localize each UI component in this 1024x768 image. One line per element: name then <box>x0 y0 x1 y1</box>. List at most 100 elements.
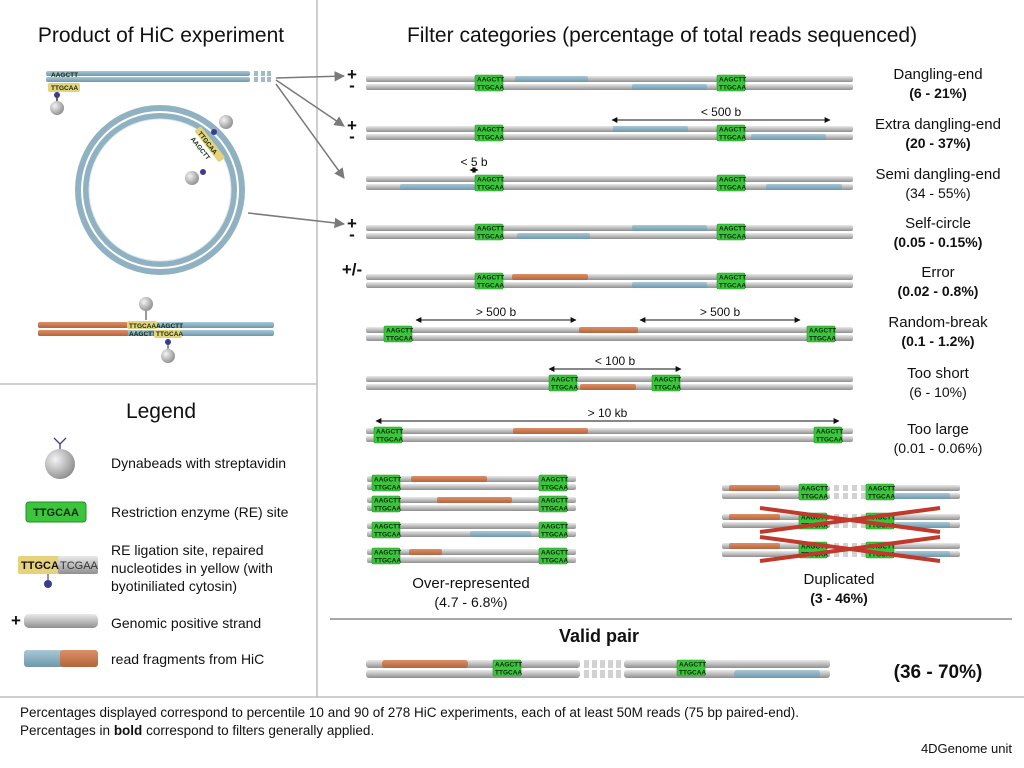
re-site-top-label: AAGCTT <box>374 524 401 531</box>
distance-label: < 5 b <box>460 155 487 169</box>
gap-dash <box>592 660 597 668</box>
re-site-top-label: AAGCTT <box>654 377 681 384</box>
bead-icon <box>185 171 199 185</box>
re-site-icon <box>538 474 568 492</box>
strand-icon <box>24 614 98 628</box>
re-site-top-label: AAGCTT <box>801 544 828 551</box>
category-name: Semi dangling-end <box>875 166 1000 183</box>
re-site-icon <box>813 426 843 444</box>
category-name: Too short <box>907 365 970 382</box>
re-site-icon <box>474 272 504 290</box>
legend-title: Legend <box>126 400 196 423</box>
re-site-bottom-label: TTGCAA <box>374 558 401 565</box>
category-percentage: (0.1 - 1.2%) <box>901 333 974 349</box>
category-percentage: (6 - 21%) <box>909 85 967 101</box>
re-site-icon <box>371 547 401 565</box>
re-site-top-label: AAGCTT <box>541 477 568 484</box>
legend: Dynabeads with streptavidin TTGCAA Restr… <box>11 437 289 667</box>
strand-top <box>366 274 853 280</box>
gap-dash <box>843 485 848 491</box>
over-represented-block: AAGCTTTTGCAAAAGCTTTTGCAAAAGCTTTTGCAAAAGC… <box>367 474 576 610</box>
re-site-top-label: AAGCTT <box>801 486 828 493</box>
gap-dash <box>843 543 848 549</box>
strand-sign-label: +/- <box>342 260 362 279</box>
read-fragment-blue <box>632 84 707 90</box>
re-site-icon <box>548 374 578 392</box>
strand-top <box>366 225 853 231</box>
read-fragment-blue <box>515 76 588 82</box>
strand-top <box>880 485 960 491</box>
over-represented-percentage: (4.7 - 6.8%) <box>434 594 507 610</box>
legend-ligation-line3: byotiniliated cytosin) <box>111 578 237 594</box>
gap-dash <box>852 551 857 557</box>
category-percentage: (0.02 - 0.8%) <box>898 283 979 299</box>
re-site-top-label: AAGCTT <box>374 550 401 557</box>
gap-dash <box>834 522 839 528</box>
gap-dash <box>616 670 621 678</box>
duplicated-name: Duplicated <box>804 571 875 588</box>
re-site-icon <box>676 659 706 677</box>
re-site-bottom-label: TTGCAA <box>801 494 828 501</box>
gap-dash <box>852 543 857 549</box>
re-site-top-label: AAGCTT <box>868 486 895 493</box>
read-fragment-blue <box>751 134 826 140</box>
re-site-bottom-label: TTGCAA <box>868 494 895 501</box>
category-name: Dangling-end <box>893 66 982 83</box>
re-site-top-label: AAGCTT <box>541 550 568 557</box>
legend-fragments-text: read fragments from HiC <box>111 651 264 667</box>
re-site-icon <box>798 483 828 501</box>
read-fragment-orange <box>382 660 468 668</box>
legend-ligation-gray-label: TCGAA <box>60 560 99 572</box>
footer-credit: 4DGenome unit <box>921 741 1012 756</box>
strand-top <box>366 176 853 182</box>
re-site-bottom-label: TTGCAA <box>719 135 746 142</box>
re-site-bottom-label: TTGCAA <box>809 336 836 343</box>
hic-linear-product: AAGCTT TTGCAA <box>46 71 271 115</box>
re-site-top-label: AAGCTT <box>816 429 843 436</box>
valid-pair-name: Valid pair <box>559 626 639 646</box>
read-fragment-orange <box>512 274 588 280</box>
biotin-icon <box>44 580 52 588</box>
read-fragment-orange <box>409 549 442 555</box>
re-site-icon <box>25 501 87 523</box>
bead-icon <box>139 297 153 311</box>
cross-mark <box>759 535 941 563</box>
re-site-bottom-label: TTGCAA <box>495 670 522 677</box>
ligation-gray-icon <box>58 556 98 574</box>
legend-ligation-line2: nucleotides in yellow (with <box>111 560 273 576</box>
re-site-icon <box>865 483 895 501</box>
read-fragment-orange <box>411 476 487 482</box>
re-site-icon <box>716 223 746 241</box>
re-site-bottom-label: TTGCAA <box>374 485 401 492</box>
strand-bottom <box>366 670 580 678</box>
strand-bottom <box>366 335 853 341</box>
gap-dash <box>843 514 848 520</box>
chimeric-yellow-site-label: TTGCAA <box>129 323 156 330</box>
strand-sign-label: - <box>349 76 355 95</box>
gap-dash <box>852 493 857 499</box>
gap-dash <box>861 551 866 557</box>
gap-dash <box>861 493 866 499</box>
strand-top <box>366 76 853 82</box>
re-site-icon <box>651 374 681 392</box>
re-site-top-label: AAGCTT <box>477 77 504 84</box>
re-site-icon <box>716 74 746 92</box>
chimeric-yellow-site-bottom-label: TTGCAA <box>156 331 183 338</box>
gap-dash <box>852 514 857 520</box>
gap-dash <box>834 485 839 491</box>
re-site-icon <box>474 223 504 241</box>
category-name: Self-circle <box>905 215 971 232</box>
re-site-top-label: AAGCTT <box>679 662 706 669</box>
category-name: Random-break <box>888 314 988 331</box>
re-site-bottom-label: TTGCAA <box>386 336 413 343</box>
re-site-top-label: AAGCTT <box>719 275 746 282</box>
footer-line2: Percentages in bold correspond to filter… <box>20 723 374 738</box>
re-site-bottom-label: TTGCAA <box>541 506 568 513</box>
read-fragment-blue-icon <box>24 650 64 667</box>
re-site-icon <box>474 74 504 92</box>
legend-re-site-text: Restriction enzyme (RE) site <box>111 504 289 520</box>
re-site-icon <box>373 426 403 444</box>
category-percentage: (20 - 37%) <box>905 135 970 151</box>
